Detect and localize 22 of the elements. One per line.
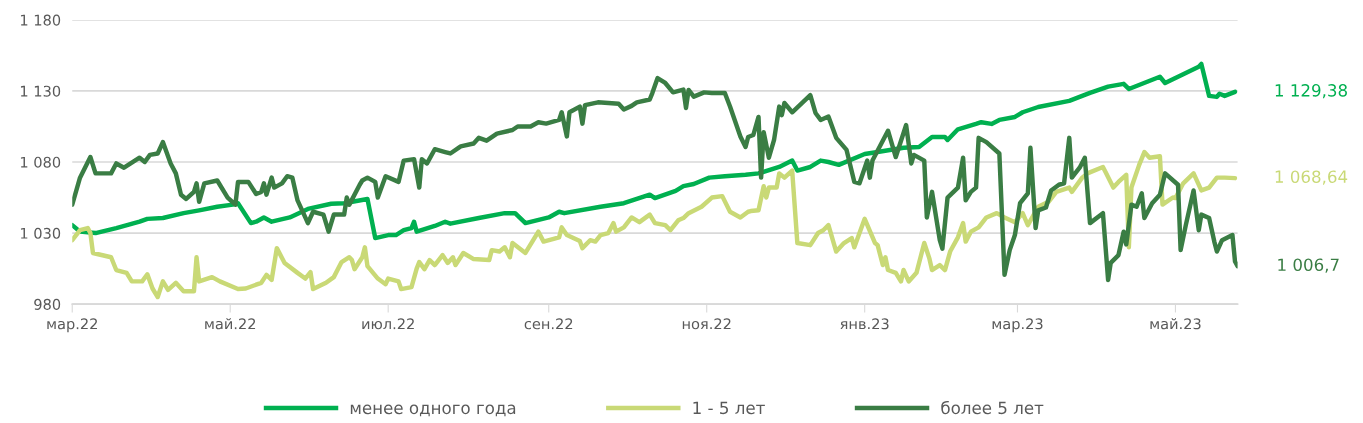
line-series — [72, 75, 1238, 283]
y-tick-label: 1 080 — [20, 156, 61, 168]
x-tick-label: сен.22 — [524, 318, 573, 330]
y-tick-label: 1 130 — [20, 85, 61, 97]
y-tick-label: 980 — [34, 298, 61, 310]
x-tick-label: май.22 — [205, 318, 256, 330]
y-tick-label: 1 030 — [20, 227, 61, 239]
x-tick-label: янв.23 — [840, 318, 889, 330]
line-series — [72, 149, 1238, 300]
x-tick-label: июл.22 — [362, 318, 414, 330]
annotation: 1 068,64 — [1275, 170, 1348, 185]
legend-label: более 5 лет — [941, 400, 1044, 415]
legend-label: менее одного года — [350, 404, 516, 417]
x-tick-label: ноя.22 — [682, 318, 731, 330]
legend-label: 1 - 5 лет — [693, 401, 765, 415]
annotation: 1 129,38 — [1275, 84, 1347, 99]
x-tick-label: мар.22 — [47, 318, 97, 333]
annotation: 1 006,7 — [1278, 258, 1339, 273]
y-tick-label: 1 180 — [20, 14, 61, 26]
line-series — [72, 61, 1238, 241]
x-tick-label: май.23 — [1150, 318, 1201, 330]
x-tick-label: мар.23 — [992, 318, 1043, 333]
